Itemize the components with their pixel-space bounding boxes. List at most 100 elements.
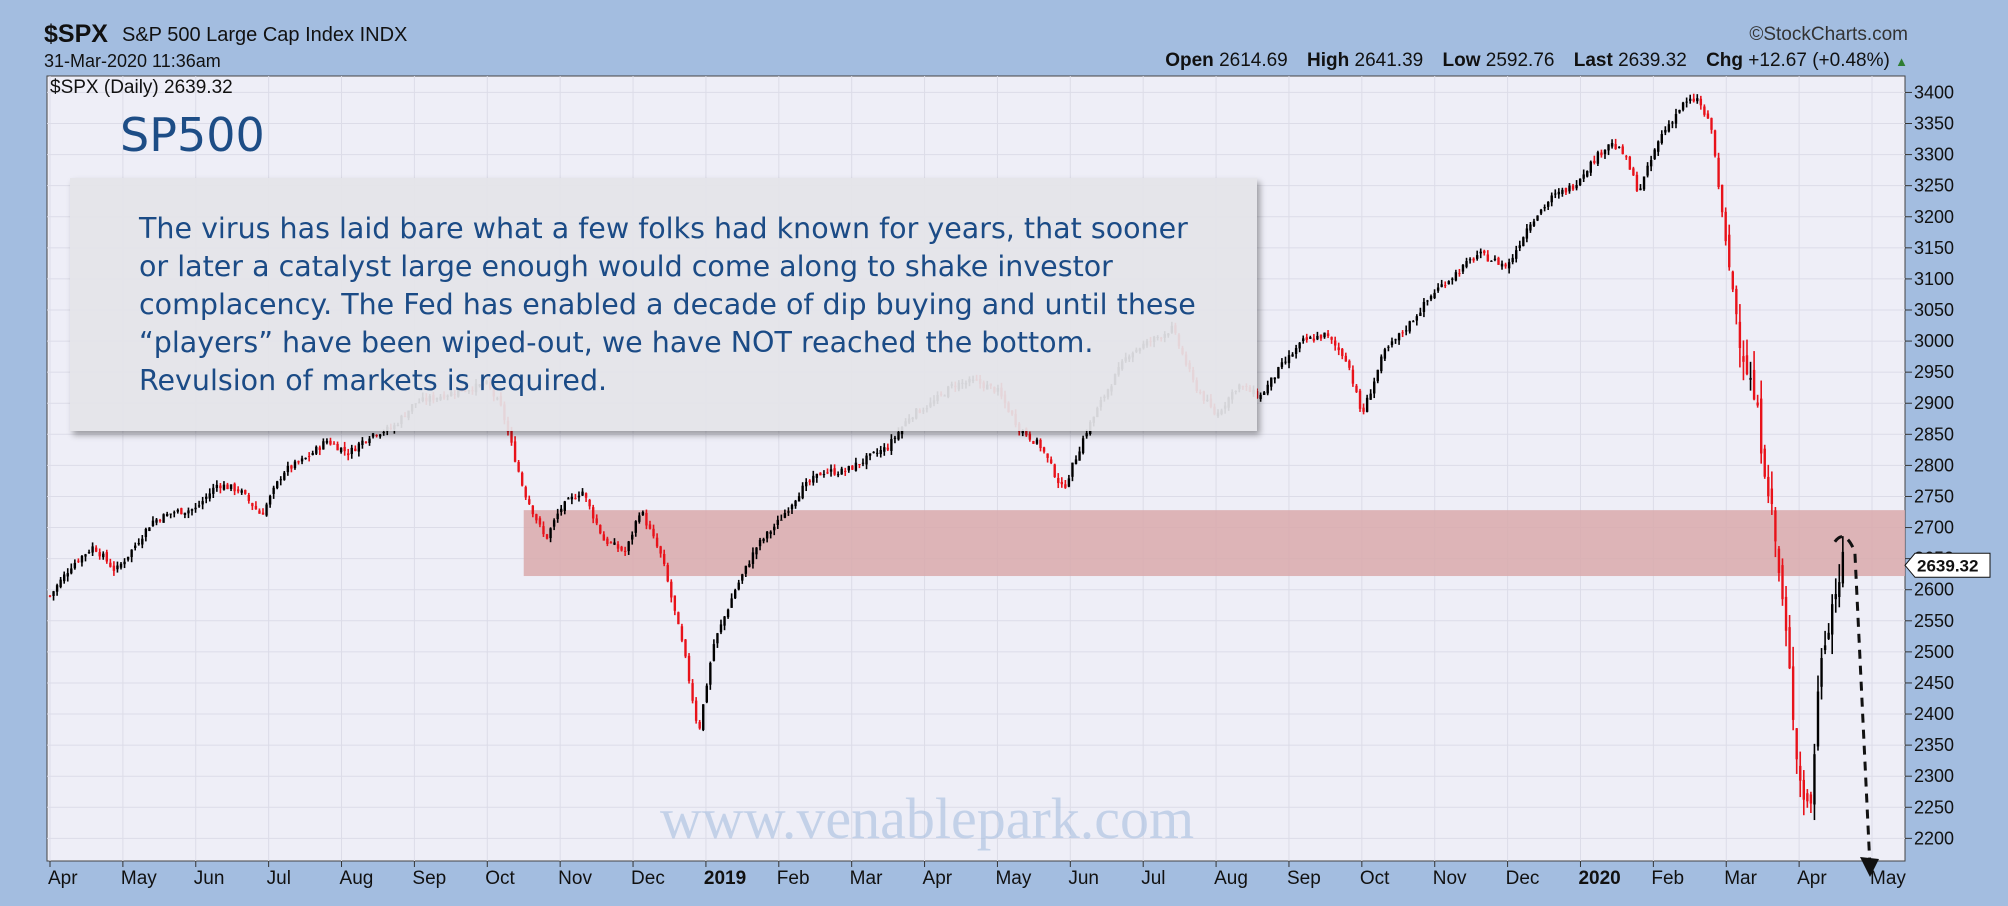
price-body <box>1564 187 1568 193</box>
price-body <box>1710 118 1713 130</box>
price-body <box>148 527 151 531</box>
price-body <box>1284 361 1287 363</box>
low-label: Low <box>1442 50 1481 71</box>
y-tick-label: 2450 <box>1914 673 1954 693</box>
price-body <box>1479 251 1482 254</box>
price-body <box>844 470 847 472</box>
y-tick-label: 2950 <box>1914 362 1954 382</box>
price-body <box>1039 439 1042 449</box>
price-body <box>662 553 666 564</box>
y-axis: 3400 3350 3300 3250 3200 3150 3100 3050 3000 2950… <box>1905 82 1954 848</box>
price-body <box>1696 98 1699 102</box>
price-body <box>1500 263 1504 267</box>
price-body <box>702 704 705 730</box>
price-body <box>1436 287 1440 291</box>
price-body <box>1731 271 1734 290</box>
price-body <box>130 549 133 558</box>
x-tick-label: Oct <box>485 868 515 889</box>
price-body <box>1262 392 1266 395</box>
price-body <box>1596 152 1600 164</box>
price-body <box>205 496 208 499</box>
watermark: www.venablepark.com <box>660 786 1195 851</box>
price-body <box>1383 349 1387 359</box>
price-body <box>1536 215 1539 221</box>
price-body <box>726 609 730 618</box>
price-body <box>847 466 850 471</box>
price-body <box>1323 332 1326 338</box>
price-body <box>1433 292 1436 299</box>
price-body <box>1756 402 1759 406</box>
price-body <box>1699 98 1703 106</box>
price-body <box>1742 356 1745 362</box>
price-body <box>588 499 591 507</box>
price-body <box>652 528 655 537</box>
price-body <box>190 509 194 511</box>
price-body <box>1529 224 1532 231</box>
price-body <box>687 655 691 682</box>
price-body <box>769 531 772 534</box>
price-body <box>261 512 265 515</box>
price-body <box>1539 209 1543 214</box>
price-body <box>1394 339 1397 341</box>
resistance-zone <box>523 510 1905 577</box>
price-body <box>574 498 577 500</box>
x-axis: Apr May Jun Jul Aug Sep Oct Nov Dec 2019 Feb Mar Apr… <box>48 861 1906 889</box>
price-body <box>599 524 602 534</box>
price-body <box>730 598 733 608</box>
price-body <box>666 565 669 582</box>
y-tick-label: 3150 <box>1914 238 1954 258</box>
price-body <box>819 472 822 476</box>
price-body <box>783 512 787 518</box>
price-body <box>1387 346 1390 348</box>
price-body <box>176 509 180 512</box>
price-body <box>279 479 282 481</box>
price-body <box>315 446 318 454</box>
price-body <box>201 501 204 505</box>
price-body <box>162 514 165 523</box>
y-tick-label: 2400 <box>1914 704 1954 724</box>
credit: ©StockCharts.com <box>1749 24 1908 45</box>
price-body <box>1795 728 1798 760</box>
price-body <box>606 538 609 545</box>
y-tick-label: 3000 <box>1914 331 1954 351</box>
price-body <box>897 431 900 440</box>
price-body <box>371 433 375 437</box>
price-body <box>1333 340 1337 346</box>
price-body <box>602 534 606 541</box>
x-tick-label: Sep <box>412 868 446 889</box>
price-body <box>510 430 513 443</box>
symbol: $SPX <box>44 20 108 48</box>
price-body <box>290 465 293 469</box>
price-body <box>375 435 378 437</box>
price-body <box>861 462 865 464</box>
price-body <box>134 545 137 548</box>
price-body <box>1277 367 1280 379</box>
price-body <box>716 633 719 644</box>
price-body <box>634 521 637 533</box>
price-body <box>524 487 527 498</box>
price-body <box>173 512 176 514</box>
price-body <box>155 519 158 523</box>
price-body <box>1646 165 1649 176</box>
price-body <box>1365 397 1369 412</box>
price-body <box>542 526 545 535</box>
price-body <box>1426 300 1429 302</box>
price-body <box>1305 337 1308 340</box>
price-body <box>1745 355 1749 375</box>
y-tick-label: 2350 <box>1914 735 1954 755</box>
price-body <box>517 461 520 472</box>
price-body <box>183 512 187 515</box>
price-body <box>560 508 563 512</box>
price-body <box>875 452 879 454</box>
price-body <box>890 439 893 451</box>
price-body <box>1454 272 1458 281</box>
price-body <box>1823 645 1827 651</box>
price-body <box>286 465 290 473</box>
price-body <box>691 683 694 701</box>
price-body <box>109 562 112 567</box>
price-body <box>187 510 190 514</box>
price-body <box>233 483 236 492</box>
price-body <box>1550 195 1553 203</box>
price-body <box>1067 478 1071 487</box>
